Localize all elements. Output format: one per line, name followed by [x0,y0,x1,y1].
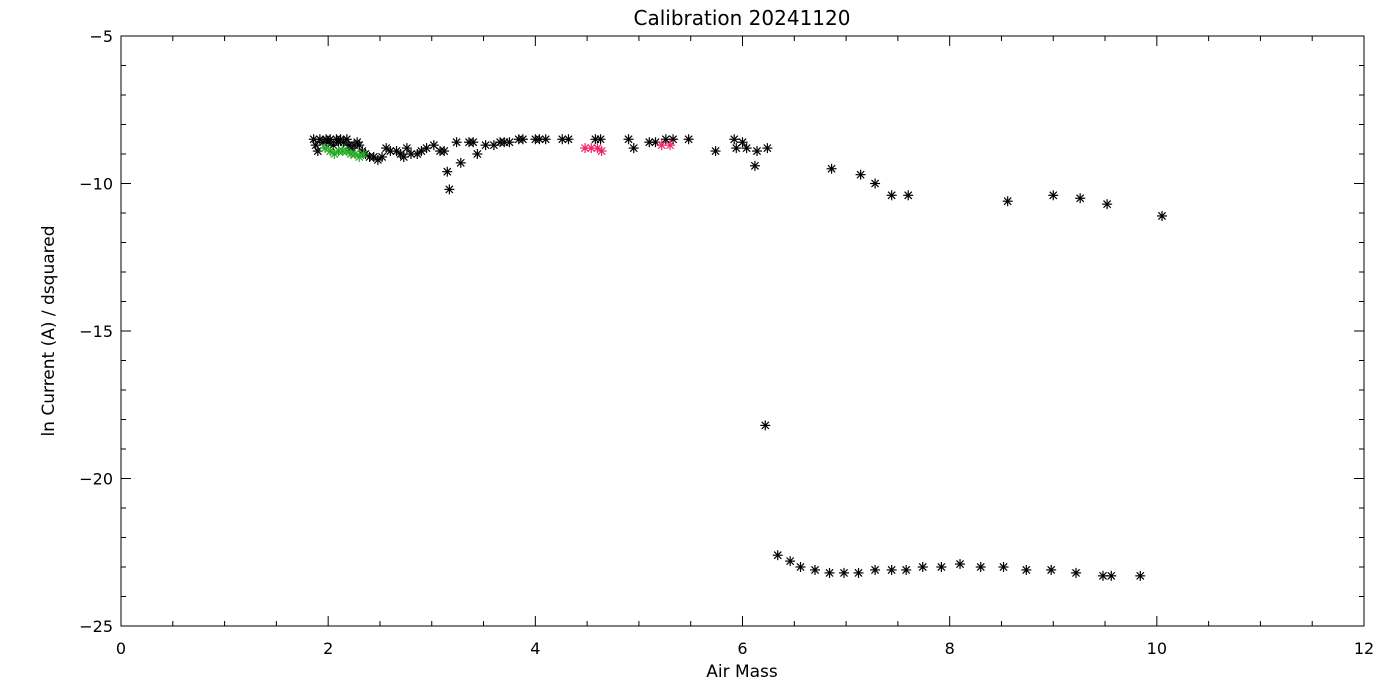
data-point [824,567,835,578]
y-tick-label: −10 [79,175,113,194]
data-point [772,550,783,561]
plot-frame [120,35,1365,627]
x-tick-label: 8 [945,639,955,658]
data-point [903,190,914,201]
data-point [628,143,639,154]
data-point [870,564,881,575]
data-point [975,562,986,572]
y-tick-label: −20 [79,470,113,489]
data-point [358,149,369,159]
data-point [886,190,897,201]
data-point [540,134,551,145]
data-point [917,562,928,572]
data-point [855,169,866,180]
y-tick-label: −15 [79,322,113,341]
data-point [623,134,634,145]
data-point [1157,210,1168,221]
data-point [762,143,773,154]
data-point [439,146,450,157]
data-point [401,143,412,154]
data-point [504,137,515,148]
x-tick-label: 10 [1147,639,1167,658]
data-point [731,143,742,154]
data-point [870,178,881,189]
data-point [596,146,607,157]
x-tick-label: 0 [116,639,126,658]
data-point [468,137,479,148]
data-point [729,134,740,145]
data-point [749,160,760,171]
data-point [785,556,796,567]
x-tick-label: 12 [1354,639,1374,658]
data-point [377,151,388,162]
data-point [826,163,837,174]
data-point [1048,190,1059,201]
data-point [586,143,597,154]
data-point [1102,199,1113,210]
data-point [1002,196,1013,207]
data-point [901,564,912,575]
data-point [442,166,453,177]
y-axis-label: ln Current (A) / dsquared [39,225,59,436]
data-point [752,146,763,157]
y-tick-label: −5 [89,27,113,46]
data-point [580,143,591,154]
chart-title: Calibration 20241120 [634,6,851,30]
data-point [455,157,466,168]
data-point [737,137,748,148]
data-point [710,146,721,157]
data-point [644,137,655,148]
data-point [595,134,606,145]
data-point [683,134,694,145]
data-point [563,134,574,145]
data-point [517,134,528,145]
y-tick-label: −25 [79,617,113,636]
data-point [398,151,409,162]
data-point [886,564,897,575]
data-point [451,137,462,148]
data-point [472,149,483,159]
axis-ticks [120,35,1365,627]
data-point [1075,193,1086,204]
x-tick-label: 2 [323,639,333,658]
data-point [444,184,455,195]
data-point [741,143,752,154]
axis-tick-labels: 0 2 4 6 8 10 12 −25 −20 −15 −10 −5 [79,27,1374,658]
data-point [1046,564,1057,575]
data-point [839,567,850,578]
data-point [428,140,439,151]
data-points [308,134,1168,581]
data-point [955,559,966,570]
x-tick-label: 4 [530,639,540,658]
data-point [664,140,675,151]
data-point [853,567,864,578]
data-point [592,143,603,154]
data-point [810,564,821,575]
x-axis-label: Air Mass [706,662,778,682]
x-tick-label: 6 [737,639,747,658]
data-point [760,420,771,431]
data-point [795,562,806,572]
data-point [1135,570,1146,581]
data-point [1071,567,1082,578]
data-point [998,562,1009,572]
data-point [1106,570,1117,581]
data-point [936,562,947,572]
data-point [1021,564,1032,575]
